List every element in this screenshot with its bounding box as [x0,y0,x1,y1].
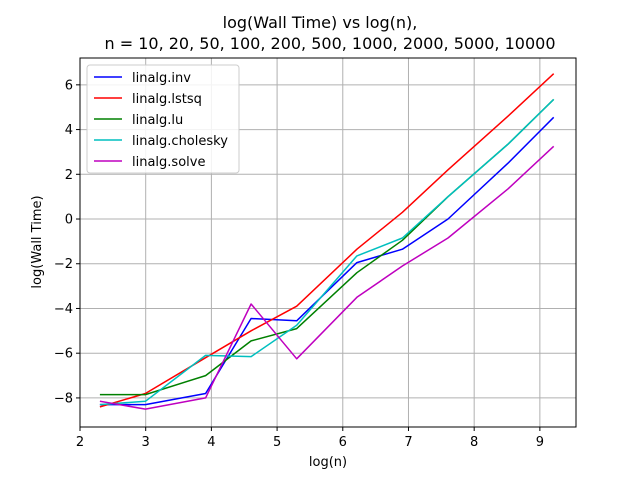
x-tick-label: 6 [339,435,347,450]
x-tick-label: 9 [536,435,544,450]
x-tick-label: 5 [273,435,281,450]
y-axis-label: log(Wall Time) [30,195,45,288]
chart-subtitle: n = 10, 20, 50, 100, 200, 500, 1000, 200… [104,34,555,53]
series-line-linalg-cholesky [99,98,555,406]
x-axis: 2 3 4 5 6 7 8 9 [76,427,544,450]
y-tick-label: 4 [65,123,73,138]
y-tick-label: 6 [65,78,73,93]
x-tick-label: 3 [142,435,150,450]
legend-label: linalg.lstsq [132,92,202,107]
x-tick-label: 7 [404,435,412,450]
y-tick-label: −6 [54,347,73,362]
legend: linalg.inv linalg.lstsq linalg.lu linalg.ch… [86,64,240,174]
chart-title: log(Wall Time) vs log(n), [223,13,418,32]
y-tick-label: 0 [65,213,73,228]
y-tick-label: −8 [54,391,73,406]
grid-lines [79,58,576,427]
legend-label: linalg.inv [132,71,191,86]
x-tick-label: 8 [470,435,478,450]
x-tick-label: 4 [207,435,215,450]
x-tick-label: 2 [76,435,84,450]
legend-label: linalg.cholesky [132,134,228,149]
y-tick-label: −4 [54,302,73,317]
y-tick-label: −2 [54,257,73,272]
series-line-linalg-lstsq [99,73,555,408]
legend-box [86,64,240,174]
series-layer [99,73,555,410]
series-line-linalg-inv [99,116,555,406]
legend-label: linalg.solve [132,155,205,170]
series-line-linalg-solve [99,145,555,410]
plot-area-frame [79,57,577,428]
y-tick-label: 2 [65,168,73,183]
y-axis: −8 −6 −4 −2 0 2 4 6 [54,78,80,406]
legend-label: linalg.lu [132,113,183,128]
x-axis-label: log(n) [309,455,347,470]
